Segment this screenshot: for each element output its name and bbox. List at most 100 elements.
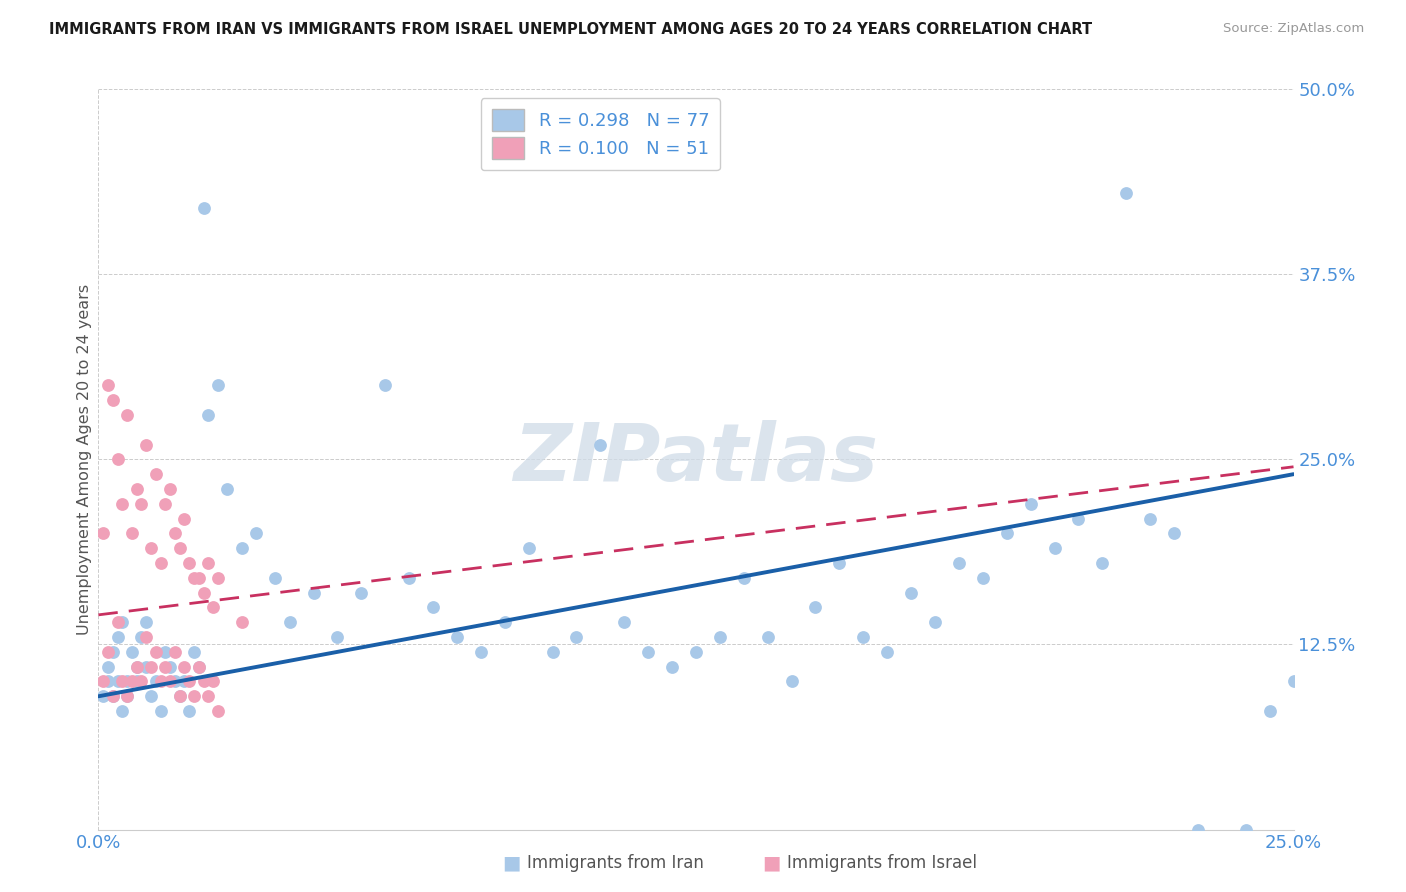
Point <box>900 585 922 599</box>
Point <box>1163 526 1185 541</box>
Point <box>1091 556 1114 570</box>
Point <box>149 556 172 570</box>
Text: IMMIGRANTS FROM IRAN VS IMMIGRANTS FROM ISRAEL UNEMPLOYMENT AMONG AGES 20 TO 24 : IMMIGRANTS FROM IRAN VS IMMIGRANTS FROM … <box>49 22 1092 37</box>
Point <box>111 704 134 718</box>
Point <box>278 615 301 630</box>
Point <box>350 585 373 599</box>
Point <box>193 585 215 599</box>
Point <box>374 378 396 392</box>
Point <box>135 437 157 451</box>
Point <box>756 630 779 644</box>
Point <box>589 437 612 451</box>
Point <box>91 674 114 689</box>
Point <box>1019 497 1042 511</box>
Point <box>207 571 229 585</box>
Point <box>101 690 124 704</box>
Point <box>197 556 219 570</box>
Point <box>1282 674 1305 689</box>
Point <box>121 526 143 541</box>
Point <box>828 556 851 570</box>
Text: ■: ■ <box>762 854 780 872</box>
Point <box>326 630 349 644</box>
Point <box>202 674 225 689</box>
Point <box>155 645 177 659</box>
Point <box>115 408 138 422</box>
Point <box>107 615 129 630</box>
Point <box>613 615 636 630</box>
Point <box>107 630 129 644</box>
Point <box>149 704 172 718</box>
Point <box>131 674 153 689</box>
Point <box>169 541 191 556</box>
Point <box>125 482 148 496</box>
Point <box>470 645 492 659</box>
Point <box>187 659 209 673</box>
Point <box>187 571 209 585</box>
Point <box>207 378 229 392</box>
Point <box>231 615 253 630</box>
Point <box>494 615 516 630</box>
Point <box>163 645 186 659</box>
Point <box>91 526 114 541</box>
Point <box>685 645 707 659</box>
Point <box>145 467 167 482</box>
Point <box>125 659 148 673</box>
Point <box>169 690 191 704</box>
Point <box>115 690 138 704</box>
Point <box>173 511 195 525</box>
Point <box>131 630 153 644</box>
Point <box>1067 511 1090 525</box>
Point <box>139 690 162 704</box>
Point <box>972 571 994 585</box>
Point <box>97 659 120 673</box>
Point <box>159 659 181 673</box>
Point <box>637 645 659 659</box>
Point <box>125 674 148 689</box>
Point <box>733 571 755 585</box>
Point <box>179 674 201 689</box>
Point <box>173 674 195 689</box>
Point <box>101 393 124 408</box>
Text: Immigrants from Iran: Immigrants from Iran <box>527 855 704 872</box>
Point <box>107 674 129 689</box>
Point <box>135 615 157 630</box>
Point <box>111 615 134 630</box>
Point <box>115 690 138 704</box>
Point <box>804 600 827 615</box>
Point <box>121 674 143 689</box>
Point <box>145 674 167 689</box>
Point <box>245 526 267 541</box>
Text: ■: ■ <box>502 854 520 872</box>
Point <box>565 630 588 644</box>
Point <box>202 600 225 615</box>
Point <box>135 659 157 673</box>
Point <box>183 645 205 659</box>
Point <box>264 571 287 585</box>
Point <box>159 482 181 496</box>
Point <box>193 201 215 215</box>
Point <box>398 571 420 585</box>
Point <box>876 645 898 659</box>
Point <box>1115 186 1137 200</box>
Point <box>97 645 120 659</box>
Point <box>207 704 229 718</box>
Point <box>187 659 209 673</box>
Point <box>446 630 468 644</box>
Point <box>541 645 564 659</box>
Point <box>852 630 875 644</box>
Point <box>183 571 205 585</box>
Point <box>139 659 162 673</box>
Point <box>115 674 138 689</box>
Point <box>111 497 134 511</box>
Point <box>780 674 803 689</box>
Y-axis label: Unemployment Among Ages 20 to 24 years: Unemployment Among Ages 20 to 24 years <box>77 284 91 635</box>
Point <box>131 497 153 511</box>
Point <box>107 452 129 467</box>
Point <box>163 526 186 541</box>
Point <box>1043 541 1066 556</box>
Point <box>169 690 191 704</box>
Point <box>155 659 177 673</box>
Point <box>302 585 325 599</box>
Point <box>101 690 124 704</box>
Text: Immigrants from Israel: Immigrants from Israel <box>787 855 977 872</box>
